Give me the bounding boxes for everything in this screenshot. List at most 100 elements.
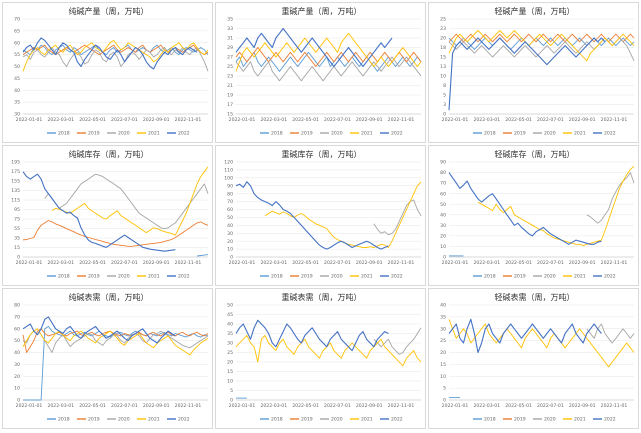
x-tick-label: 2022-07-01 <box>324 117 351 123</box>
x-tick-label: 2022-01-01 <box>16 403 43 409</box>
legend-label-2019: 2019 <box>301 131 313 137</box>
series-line-2021 <box>235 334 422 367</box>
y-tick-label: 60 <box>227 207 233 213</box>
y-tick-label: 80 <box>440 170 446 176</box>
legend-label-2022: 2022 <box>178 274 190 280</box>
series-line-2021 <box>22 39 209 72</box>
series-line-2020 <box>22 47 209 72</box>
y-tick-label: 55 <box>14 52 20 58</box>
y-tick-label: 31 <box>227 36 233 42</box>
y-tick-label: 25 <box>227 64 233 70</box>
series-line-2018 <box>23 325 209 401</box>
y-tick-label: 0 <box>443 398 446 404</box>
y-tick-label: 5 <box>443 386 446 392</box>
chart-panel-8: 重碱表需（周，万吨） 0 5 10 15 20 25 30 35 40 45 50 2022-01-01… <box>215 288 426 429</box>
x-tick-label: 2022-03-01 <box>473 260 500 266</box>
y-tick-label: 40 <box>440 212 446 218</box>
series-line-2022 <box>235 181 389 250</box>
y-tick-label: 25 <box>227 350 233 356</box>
series-line-2022 <box>448 318 602 354</box>
x-tick-label: 2022-09-01 <box>143 117 170 123</box>
y-tick-label: 70 <box>14 17 20 23</box>
y-tick-label: 33 <box>227 26 233 32</box>
x-tick-label: 2022-07-01 <box>537 403 564 409</box>
x-tick-label: 2022-11-01 <box>388 403 415 409</box>
x-tick-label: 2022-01-01 <box>16 260 43 266</box>
series-line-2019 <box>22 220 209 247</box>
legend-label-2018: 2018 <box>484 131 496 137</box>
legend-label-2019: 2019 <box>514 417 526 423</box>
y-tick-label: 50 <box>14 338 20 344</box>
y-tick-label: 20 <box>440 36 446 42</box>
y-tick-label: 8 <box>443 83 446 89</box>
chart-svg: 纯碱产量（周，万吨） 30 35 40 45 50 55 60 65 70 2022-01-01 20… <box>14 6 209 137</box>
chart-panel-1: 纯碱产量（周，万吨） 30 35 40 45 50 55 60 65 70 2022-01-01 20… <box>2 2 213 143</box>
x-tick-label: 2022-11-01 <box>601 117 628 123</box>
y-tick-label: 30 <box>14 112 20 118</box>
y-tick-label: 23 <box>440 26 446 32</box>
y-tick-label: 40 <box>14 88 20 94</box>
legend-label-2022: 2022 <box>391 274 403 280</box>
chart-title: 纯碱库存（周，万吨） <box>69 149 149 159</box>
series-line-2021 <box>448 319 635 368</box>
chart-svg: 轻碱表需（周，万吨） 0 5 10 15 20 25 30 35 40 2022-01-01 2022… <box>440 292 635 423</box>
x-tick-label: 2022-03-01 <box>47 117 74 123</box>
series-line-2020 <box>235 56 422 82</box>
legend-label-2021: 2021 <box>574 274 586 280</box>
series-line-2018 <box>197 254 209 257</box>
chart-panel-6: 轻碱库存（周，万吨） 0 10 20 30 40 50 60 70 80 90 2022-01-01 2… <box>428 145 639 286</box>
x-tick-label: 2022-07-01 <box>324 403 351 409</box>
y-tick-label: 40 <box>440 303 446 309</box>
chart-title: 重碱库存（周，万吨） <box>282 149 362 159</box>
x-tick-label: 2022-05-01 <box>505 403 532 409</box>
legend-label-2020: 2020 <box>544 131 556 137</box>
y-tick-label: 120 <box>224 160 233 166</box>
legend-label-2018: 2018 <box>484 274 496 280</box>
legend-label-2019: 2019 <box>514 274 526 280</box>
y-tick-label: 30 <box>227 341 233 347</box>
y-tick-label: 70 <box>440 181 446 187</box>
y-tick-label: 175 <box>11 169 20 175</box>
legend-label-2019: 2019 <box>88 274 100 280</box>
legend-label-2020: 2020 <box>331 131 343 137</box>
x-tick-label: 2022-05-01 <box>292 260 319 266</box>
y-tick-label: 25 <box>440 17 446 23</box>
y-tick-label: 15 <box>227 369 233 375</box>
y-tick-label: 10 <box>440 244 446 250</box>
y-tick-label: 21 <box>227 83 233 89</box>
x-tick-label: 2022-07-01 <box>111 260 138 266</box>
legend-label-2019: 2019 <box>514 131 526 137</box>
legend-label-2020: 2020 <box>544 274 556 280</box>
y-tick-label: 35 <box>14 236 20 242</box>
y-tick-label: 35 <box>14 100 20 106</box>
y-tick-label: 3 <box>443 102 446 108</box>
series-line-2021 <box>235 32 422 72</box>
y-tick-label: 20 <box>440 233 446 239</box>
chart-title: 轻碱产量（周，万吨） <box>495 6 575 16</box>
series-line-2022 <box>448 172 602 245</box>
x-tick-label: 2022-03-01 <box>47 403 74 409</box>
legend-label-2021: 2021 <box>574 417 586 423</box>
chart-title: 轻碱表需（周，万吨） <box>495 292 575 302</box>
y-tick-label: 95 <box>14 207 20 213</box>
y-tick-label: 45 <box>227 312 233 318</box>
series-line-2020 <box>373 327 422 355</box>
y-tick-label: 30 <box>440 223 446 229</box>
x-tick-label: 2022-01-01 <box>442 403 469 409</box>
y-tick-label: 100 <box>224 175 233 181</box>
y-tick-label: 70 <box>227 199 233 205</box>
x-tick-label: 2022-09-01 <box>569 403 596 409</box>
legend-label-2018: 2018 <box>58 417 70 423</box>
series-line-2021 <box>22 328 209 356</box>
y-tick-label: 110 <box>224 168 233 174</box>
legend-label-2018: 2018 <box>271 417 283 423</box>
series-line-2019 <box>22 328 209 353</box>
series-line-2019 <box>22 44 209 56</box>
y-tick-label: 15 <box>440 362 446 368</box>
x-tick-label: 2022-09-01 <box>143 260 170 266</box>
y-tick-label: 5 <box>443 93 446 99</box>
y-tick-label: 10 <box>14 386 20 392</box>
series-line-2020 <box>22 328 209 353</box>
legend-label-2021: 2021 <box>361 131 373 137</box>
